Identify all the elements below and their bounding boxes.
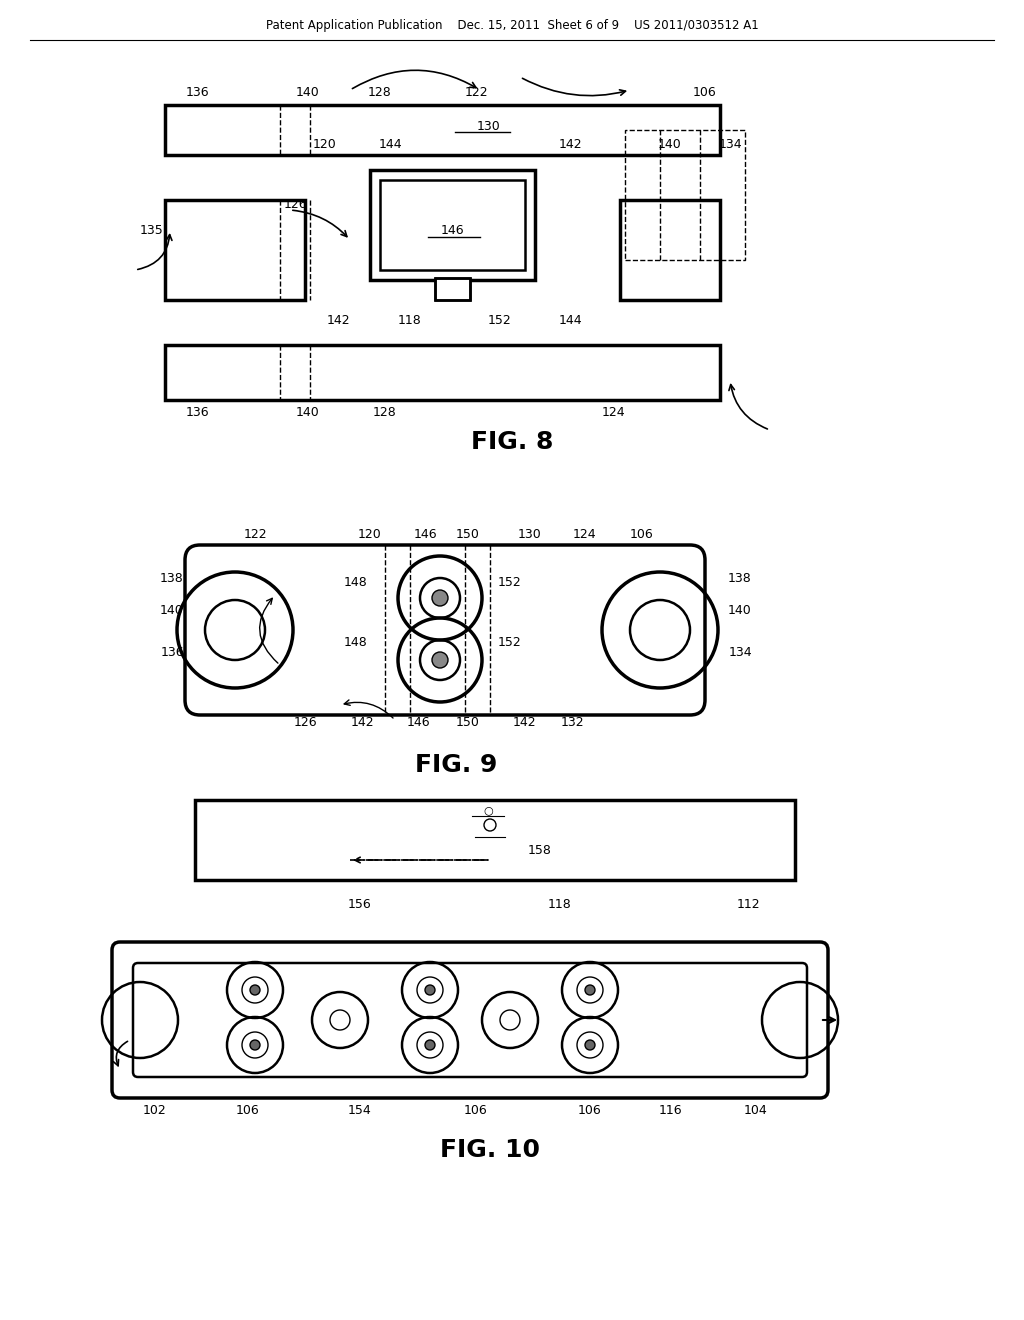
Text: 152: 152	[488, 314, 512, 326]
Text: 152: 152	[498, 635, 522, 648]
Text: 128: 128	[368, 86, 392, 99]
Circle shape	[425, 1040, 435, 1049]
Circle shape	[585, 1040, 595, 1049]
Text: 136: 136	[160, 645, 184, 659]
FancyBboxPatch shape	[133, 964, 807, 1077]
Text: 120: 120	[358, 528, 382, 541]
Circle shape	[425, 985, 435, 995]
Circle shape	[432, 652, 449, 668]
Text: 142: 142	[350, 717, 374, 730]
Text: 150: 150	[456, 528, 480, 541]
Circle shape	[250, 1040, 260, 1049]
Text: 146: 146	[407, 717, 430, 730]
Text: 124: 124	[601, 405, 625, 418]
Text: 128: 128	[373, 405, 397, 418]
Bar	[165, 201, 305, 300]
Circle shape	[250, 985, 260, 995]
Text: 134: 134	[718, 139, 741, 152]
Text: 140: 140	[296, 405, 319, 418]
Text: 106: 106	[464, 1104, 487, 1117]
Bar	[625, 129, 745, 260]
Text: 158: 158	[528, 843, 552, 857]
Text: 102: 102	[143, 1104, 167, 1117]
Text: FIG. 10: FIG. 10	[440, 1138, 540, 1162]
Text: 126: 126	[284, 198, 307, 211]
Text: 154: 154	[348, 1104, 372, 1117]
Text: Patent Application Publication    Dec. 15, 2011  Sheet 6 of 9    US 2011/0303512: Patent Application Publication Dec. 15, …	[265, 18, 759, 32]
Text: 156: 156	[348, 899, 372, 912]
Text: 106: 106	[579, 1104, 602, 1117]
Text: 132: 132	[560, 717, 584, 730]
Bar	[435, 279, 470, 300]
Text: 130: 130	[477, 120, 501, 133]
Text: FIG. 9: FIG. 9	[415, 752, 498, 777]
Bar	[370, 170, 535, 280]
Text: 138: 138	[728, 572, 752, 585]
Bar	[620, 201, 720, 300]
Text: 146: 146	[440, 223, 464, 236]
Text: 142: 142	[327, 314, 350, 326]
Text: 140: 140	[728, 603, 752, 616]
Text: 144: 144	[558, 314, 582, 326]
Text: 140: 140	[296, 86, 319, 99]
Text: 148: 148	[344, 635, 368, 648]
Text: 134: 134	[728, 645, 752, 659]
Text: 112: 112	[736, 899, 760, 912]
Bar	[195, 800, 795, 880]
Text: FIG. 8: FIG. 8	[471, 430, 553, 454]
Text: 136: 136	[185, 405, 209, 418]
Text: 142: 142	[512, 717, 536, 730]
Text: 150: 150	[456, 717, 480, 730]
Text: 140: 140	[658, 139, 682, 152]
Circle shape	[585, 985, 595, 995]
Bar	[435, 279, 470, 300]
Bar	[165, 345, 720, 400]
Text: 148: 148	[344, 576, 368, 589]
Text: 152: 152	[498, 576, 522, 589]
FancyBboxPatch shape	[112, 942, 828, 1098]
Bar	[165, 106, 720, 154]
Text: 104: 104	[744, 1104, 768, 1117]
FancyBboxPatch shape	[185, 545, 705, 715]
Text: 136: 136	[185, 86, 209, 99]
Text: 124: 124	[572, 528, 596, 541]
Text: 106: 106	[693, 86, 717, 99]
Text: 118: 118	[398, 314, 422, 326]
Text: 122: 122	[243, 528, 267, 541]
Text: ○: ○	[483, 805, 493, 814]
Circle shape	[432, 590, 449, 606]
Text: 106: 106	[237, 1104, 260, 1117]
Text: 138: 138	[160, 572, 184, 585]
Text: 142: 142	[558, 139, 582, 152]
Text: 135: 135	[140, 223, 164, 236]
Text: 106: 106	[630, 528, 654, 541]
Text: 118: 118	[548, 899, 571, 912]
Text: 122: 122	[464, 86, 487, 99]
Text: 126: 126	[293, 717, 316, 730]
Text: 144: 144	[378, 139, 401, 152]
Text: 130: 130	[518, 528, 542, 541]
Text: 120: 120	[313, 139, 337, 152]
Text: 146: 146	[414, 528, 437, 541]
Bar	[380, 180, 525, 271]
Text: 140: 140	[160, 603, 184, 616]
Text: 116: 116	[658, 1104, 682, 1117]
